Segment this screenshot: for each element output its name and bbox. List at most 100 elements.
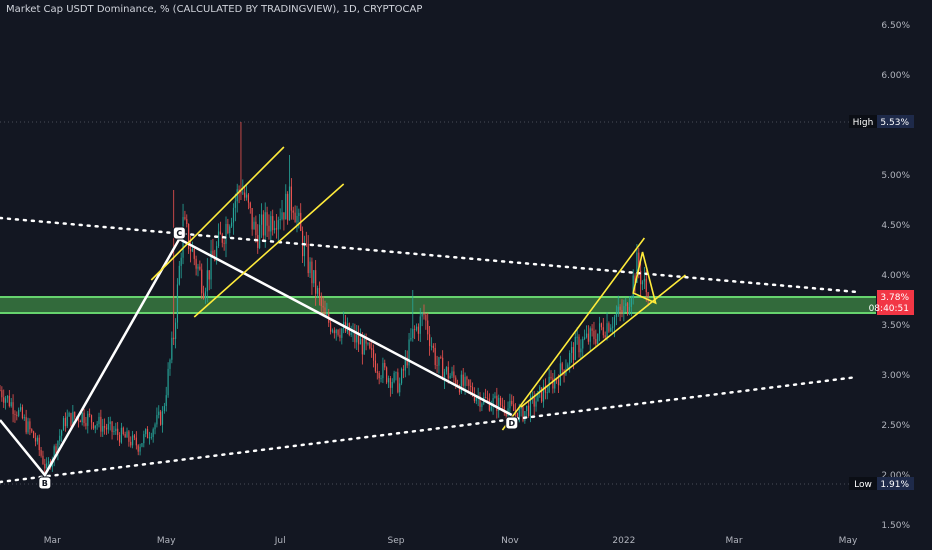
candle-body: [161, 410, 164, 425]
candle-body: [608, 323, 610, 332]
candle-body: [272, 216, 274, 231]
candle-body: [227, 223, 229, 234]
candle-body: [311, 261, 313, 284]
candle-body: [533, 395, 535, 407]
candle-body: [475, 397, 477, 402]
candle-body: [496, 395, 498, 412]
candle-body: [5, 398, 7, 403]
candle-body: [632, 275, 634, 299]
last-price-value: 3.78%: [880, 293, 909, 303]
candle-body: [197, 266, 199, 269]
candle-body: [486, 397, 489, 399]
candle-body: [236, 189, 238, 202]
time-axis[interactable]: Mar May Jul Sep Nov 2022 Mar May: [44, 536, 858, 546]
candle-body: [501, 405, 504, 407]
candle-body: [402, 369, 405, 371]
candle-body: [570, 347, 573, 354]
candle-body: [8, 395, 10, 407]
candle-body: [421, 313, 423, 317]
candle-body: [143, 434, 145, 444]
candle-body: [640, 270, 642, 285]
x-tick-label: May: [157, 536, 176, 546]
candle-body: [285, 193, 287, 220]
y-tick-label: 6.00%: [881, 71, 910, 81]
candle-body: [557, 379, 560, 386]
x-tick-label: Jul: [274, 536, 286, 546]
low-tag-value-bg: [877, 477, 914, 490]
candle-body: [625, 303, 627, 307]
candle-body: [83, 412, 85, 424]
candle-body: [219, 231, 221, 235]
high-tag: High 5.53%: [849, 115, 914, 128]
candle-body: [574, 336, 576, 360]
point-d-box: [505, 416, 519, 430]
support-zone: [0, 296, 876, 314]
candle-body: [380, 378, 382, 379]
candle-body: [154, 424, 156, 430]
candle-body: [111, 421, 113, 433]
candle-body: [238, 189, 240, 192]
candle-body: [21, 407, 23, 419]
candle-body: [333, 330, 335, 334]
candle-body: [53, 446, 55, 460]
candle-body: [255, 221, 257, 236]
candle-body: [178, 265, 180, 285]
candle-body: [87, 413, 89, 426]
candle-body: [361, 338, 363, 355]
candle-body: [270, 216, 272, 232]
candle-body: [645, 278, 647, 293]
candle-body: [46, 463, 48, 469]
candle-body: [458, 386, 461, 393]
candle-body: [33, 431, 35, 438]
high-tag-value-bg: [877, 115, 914, 128]
candle-body: [146, 429, 149, 439]
channel-jun-line: [150, 146, 285, 281]
candle-body: [174, 322, 177, 339]
candle-body: [229, 226, 231, 234]
drawings: [0, 146, 859, 484]
candle-body: [415, 326, 418, 330]
candle-body: [232, 207, 235, 223]
y-tick-label: 4.50%: [881, 221, 910, 231]
candle-body: [505, 412, 507, 417]
candle-body: [509, 400, 511, 409]
candle-body: [188, 223, 190, 250]
candle-body: [251, 207, 253, 230]
candle-body: [494, 395, 496, 398]
candle-body: [466, 376, 468, 380]
candle-body: [499, 397, 502, 406]
candle-body: [104, 426, 106, 428]
candle-body: [148, 437, 151, 439]
candle-body: [90, 415, 93, 423]
candle-body: [216, 246, 218, 261]
candle-body: [371, 348, 373, 350]
candle-body: [294, 212, 296, 223]
point-b-box: [38, 476, 52, 490]
candle-body: [72, 411, 74, 426]
candle-body: [25, 417, 27, 433]
candle-body: [522, 406, 524, 421]
y-tick-label: 1.50%: [881, 521, 910, 531]
candle-body: [341, 328, 343, 338]
candle-body: [442, 357, 444, 380]
candle-body: [313, 270, 315, 284]
upper-trendline: [0, 216, 859, 294]
candle-body: [59, 435, 61, 441]
channel-jun-line: [193, 183, 345, 318]
candle-body: [191, 248, 193, 252]
low-tag: Low 1.91%: [849, 477, 914, 490]
candle-body: [105, 427, 108, 430]
candle-body: [36, 437, 38, 442]
candle-body: [70, 412, 72, 426]
candle-body: [331, 330, 334, 332]
point-c-box: [172, 226, 186, 240]
candle-body: [109, 421, 111, 425]
candle-body: [423, 313, 425, 315]
candle-body: [165, 395, 167, 406]
y-tick-label: 3.50%: [881, 321, 910, 331]
candle-body: [589, 328, 591, 342]
candle-body: [587, 333, 589, 342]
candle-body: [193, 248, 195, 259]
candle-body: [27, 421, 29, 433]
